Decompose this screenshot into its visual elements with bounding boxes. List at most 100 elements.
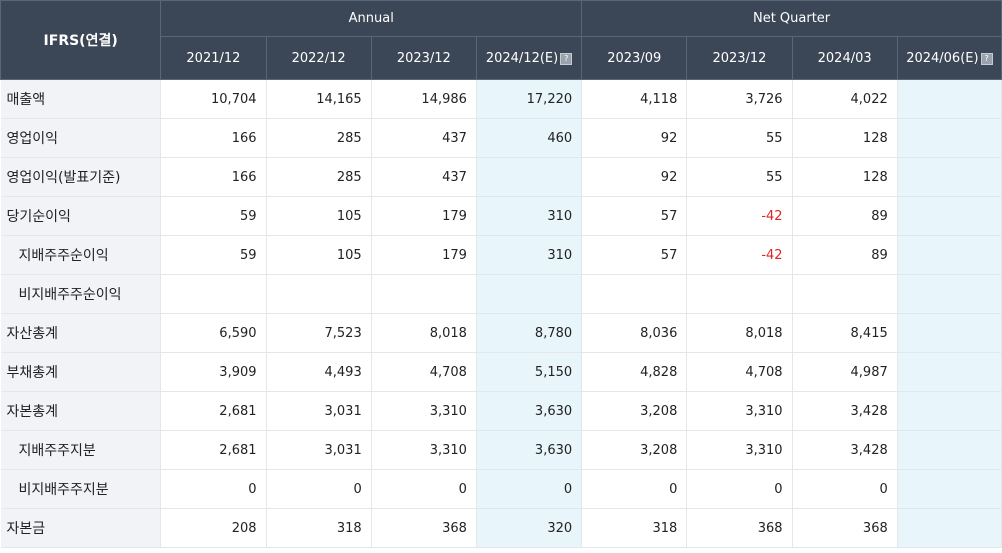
period-header: 2023/09 bbox=[581, 36, 688, 80]
period-label: 2022/12 bbox=[291, 50, 346, 66]
table-cell: 4,987 bbox=[792, 352, 898, 392]
table-cell: 8,415 bbox=[792, 313, 898, 353]
table-cell: 92 bbox=[581, 118, 688, 158]
table-cell bbox=[581, 274, 688, 314]
ifrs-header: IFRS(연결) bbox=[0, 0, 162, 80]
table-cell: 89 bbox=[792, 196, 898, 236]
table-cell: 0 bbox=[160, 469, 267, 509]
period-header: 2024/06(E)? bbox=[896, 36, 1002, 80]
table-cell: 2,681 bbox=[160, 430, 267, 470]
table-cell: 318 bbox=[581, 508, 688, 548]
table-cell bbox=[160, 274, 267, 314]
table-cell bbox=[897, 118, 1002, 158]
table-cell: 3,909 bbox=[160, 352, 267, 392]
table-cell: 8,036 bbox=[581, 313, 688, 353]
table-cell bbox=[792, 274, 898, 314]
table-cell: 3,310 bbox=[371, 391, 477, 431]
period-header: 2023/12 bbox=[686, 36, 793, 80]
table-cell: 310 bbox=[476, 235, 583, 275]
row-label[interactable]: 자본금 bbox=[0, 508, 162, 548]
table-row: 매출액 10,704 14,165 14,986 17,220 4,118 3,726 4,0… bbox=[0, 79, 1002, 119]
table-row: 자본금 208 318 368 320 318 368 368 bbox=[0, 508, 1002, 548]
table-cell: 4,493 bbox=[266, 352, 372, 392]
table-cell: 105 bbox=[266, 196, 372, 236]
row-label[interactable]: 자산총계 bbox=[0, 313, 162, 353]
row-label[interactable]: 영업이익 bbox=[0, 118, 162, 158]
table-cell: 89 bbox=[792, 235, 898, 275]
table-cell: 320 bbox=[476, 508, 583, 548]
table-cell bbox=[897, 352, 1002, 392]
table-row: 당기순이익 59 105 179 310 57 -42 89 bbox=[0, 196, 1002, 236]
table-cell: 310 bbox=[476, 196, 583, 236]
table-cell: 5,150 bbox=[476, 352, 583, 392]
table-cell: 128 bbox=[792, 157, 898, 197]
table-cell: 3,630 bbox=[476, 391, 583, 431]
period-label: 2024/03 bbox=[817, 50, 872, 66]
row-label[interactable]: 지배주주순이익 bbox=[0, 235, 162, 275]
table-cell: 166 bbox=[160, 118, 267, 158]
period-header: 2021/12 bbox=[160, 36, 267, 80]
table-cell bbox=[897, 79, 1002, 119]
table-cell bbox=[476, 157, 583, 197]
table-cell: 3,031 bbox=[266, 430, 372, 470]
table-cell: 8,018 bbox=[371, 313, 477, 353]
row-label[interactable]: 부채총계 bbox=[0, 352, 162, 392]
table-cell: 166 bbox=[160, 157, 267, 197]
row-label[interactable]: 지배주주지분 bbox=[0, 430, 162, 470]
table-cell: 0 bbox=[686, 469, 793, 509]
table-cell: 14,165 bbox=[266, 79, 372, 119]
period-label: 2021/12 bbox=[186, 50, 241, 66]
period-label: 2024/06(E) bbox=[906, 50, 979, 66]
info-icon[interactable]: ? bbox=[980, 52, 993, 65]
table-cell: 59 bbox=[160, 235, 267, 275]
row-label[interactable]: 영업이익(발표기준) bbox=[0, 157, 162, 197]
table-cell: 3,310 bbox=[371, 430, 477, 470]
info-icon[interactable]: ? bbox=[560, 52, 573, 65]
table-cell bbox=[897, 391, 1002, 431]
table-cell: 55 bbox=[686, 118, 793, 158]
row-label[interactable]: 자본총계 bbox=[0, 391, 162, 431]
table-row: 지배주주지분 2,681 3,031 3,310 3,630 3,208 3,310 3,42… bbox=[0, 430, 1002, 470]
table-cell bbox=[897, 274, 1002, 314]
net-quarter-header: Net Quarter bbox=[581, 0, 1002, 37]
table-cell: 4,828 bbox=[581, 352, 688, 392]
period-header: 2023/12 bbox=[370, 36, 477, 80]
table-cell bbox=[897, 430, 1002, 470]
row-label[interactable]: 비지배주주순이익 bbox=[0, 274, 162, 314]
table-row: 부채총계 3,909 4,493 4,708 5,150 4,828 4,708 4,987 bbox=[0, 352, 1002, 392]
table-cell: 368 bbox=[792, 508, 898, 548]
table-cell: 0 bbox=[581, 469, 688, 509]
table-cell: 4,708 bbox=[371, 352, 477, 392]
annual-header: Annual bbox=[160, 0, 583, 37]
row-label[interactable]: 당기순이익 bbox=[0, 196, 162, 236]
row-label[interactable]: 비지배주주지분 bbox=[0, 469, 162, 509]
table-cell: 3,208 bbox=[581, 430, 688, 470]
table-cell: 10,704 bbox=[160, 79, 267, 119]
table-cell: 128 bbox=[792, 118, 898, 158]
table-cell: 14,986 bbox=[371, 79, 477, 119]
table-cell bbox=[897, 313, 1002, 353]
row-label[interactable]: 매출액 bbox=[0, 79, 162, 119]
table-cell: 3,208 bbox=[581, 391, 688, 431]
table-cell: 179 bbox=[371, 196, 477, 236]
table-cell: 4,022 bbox=[792, 79, 898, 119]
table-cell: 0 bbox=[266, 469, 372, 509]
table-cell: 105 bbox=[266, 235, 372, 275]
table-cell: 437 bbox=[371, 118, 477, 158]
table-cell: 3,428 bbox=[792, 430, 898, 470]
table-cell: 3,310 bbox=[686, 430, 793, 470]
table-cell bbox=[897, 235, 1002, 275]
table-cell: -42 bbox=[686, 196, 793, 236]
table-cell: 2,681 bbox=[160, 391, 267, 431]
table-cell: 368 bbox=[686, 508, 793, 548]
table-cell: 4,118 bbox=[581, 79, 688, 119]
table-cell: 57 bbox=[581, 235, 688, 275]
table-row: 비지배주주순이익 bbox=[0, 274, 1002, 314]
table-cell bbox=[897, 508, 1002, 548]
table-cell bbox=[371, 274, 477, 314]
table-cell: 0 bbox=[792, 469, 898, 509]
table-row: 비지배주주지분 0 0 0 0 0 0 0 bbox=[0, 469, 1002, 509]
table-cell: 8,780 bbox=[476, 313, 583, 353]
table-cell: 368 bbox=[371, 508, 477, 548]
